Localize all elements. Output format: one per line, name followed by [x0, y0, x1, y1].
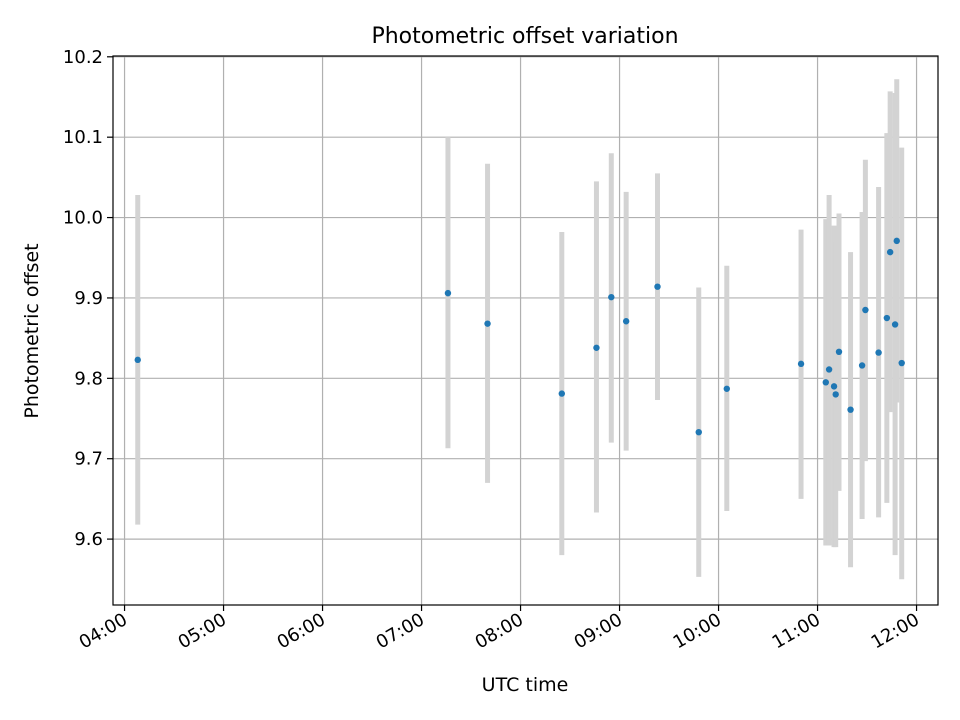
chart-title: Photometric offset variation: [371, 24, 678, 49]
data-point: [891, 321, 899, 328]
data-point: [832, 391, 839, 398]
data-point: [822, 379, 829, 386]
data-point: [608, 293, 615, 301]
y-tick-label: 9.7: [74, 449, 103, 470]
data-point: [444, 289, 452, 297]
data-point: [797, 360, 805, 368]
y-tick-label: 9.6: [74, 529, 103, 550]
y-tick-label: 9.8: [74, 368, 103, 389]
data-point: [847, 406, 854, 413]
data-point: [883, 314, 891, 322]
data-point: [830, 383, 838, 390]
data-point: [593, 344, 600, 351]
data-point: [835, 348, 843, 356]
plot-area-frame: [112, 55, 939, 606]
data-point: [898, 359, 905, 367]
data-point: [622, 318, 630, 325]
x-axis-label: UTC time: [482, 674, 569, 696]
data-point: [484, 320, 491, 327]
data-point: [695, 428, 702, 436]
y-tick-label: 10.1: [63, 127, 103, 148]
y-tick-label: 10.0: [63, 208, 103, 229]
data-point: [558, 390, 565, 397]
data-point: [875, 349, 882, 356]
data-point: [723, 385, 730, 392]
y-axis-label: Photometric offset: [21, 243, 43, 418]
data-points: [134, 237, 905, 436]
y-tick-label: 9.9: [74, 288, 103, 309]
data-point: [825, 366, 833, 373]
data-point: [858, 362, 866, 369]
data-point: [886, 248, 894, 256]
y-tick-label: 10.2: [63, 47, 103, 68]
data-point: [862, 306, 869, 314]
y-axis-ticks: 9.6 9.7 9.8 9.9 10.0 10.1 10.2: [63, 47, 113, 550]
data-point: [893, 237, 900, 245]
data-point: [134, 356, 141, 364]
data-point: [654, 283, 661, 290]
